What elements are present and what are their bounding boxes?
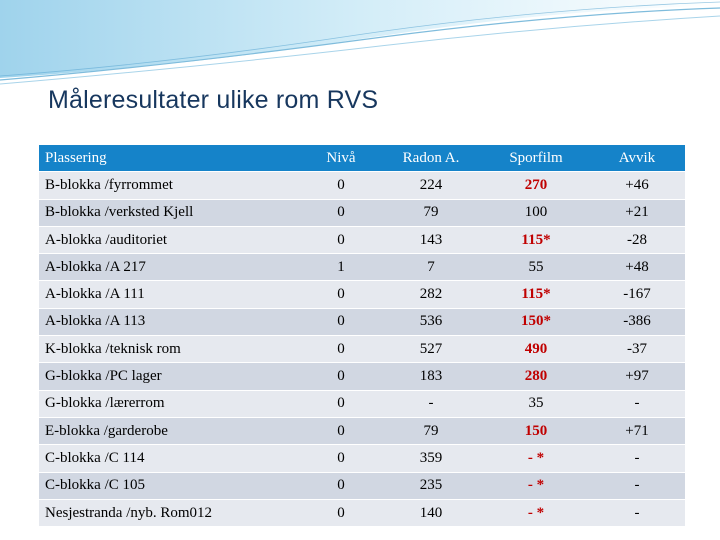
cell-niva: 0 [303, 281, 379, 309]
header-avvik: Avvik [589, 145, 685, 173]
cell-avvik: +21 [589, 199, 685, 227]
table-row: C-blokka /C 114 0 359- * - [39, 445, 685, 473]
table-row: G-blokka /lærerrom 0-35- [39, 390, 685, 418]
cell-sporfilm: 35 [483, 390, 589, 418]
cell-sporfilm: 115* [483, 226, 589, 255]
table-row: B-blokka /fyrrommet 0 224 270 +46 [39, 172, 685, 200]
cell-niva: 0 [303, 499, 379, 528]
cell-radon: 359 [379, 445, 483, 473]
cell-niva: 0 [303, 390, 379, 418]
cell-niva: 0 [303, 172, 379, 200]
table-row: G-blokka /PC lager 0 183 280 +97 [39, 363, 685, 391]
cell-avvik: - [589, 472, 685, 500]
cell-plassering: K-blokka /teknisk rom [39, 336, 303, 364]
table-row: A-blokka /A 217 1 7 55 +48 [39, 254, 685, 282]
cell-niva: 0 [303, 308, 379, 337]
page-title: Måleresultater ulike rom RVS [48, 86, 379, 114]
cell-plassering: A-blokka /A 217 [39, 254, 303, 282]
cell-plassering: Nesjestranda /nyb. Rom012 [39, 499, 303, 528]
cell-avvik: - [589, 390, 685, 418]
cell-sporfilm: - * [483, 445, 589, 473]
table-row: Nesjestranda /nyb. Rom012 0 140- * - [39, 499, 685, 528]
cell-sporfilm: - * [483, 472, 589, 500]
table-row: C-blokka /C 105 0 235- * - [39, 472, 685, 500]
cell-niva: 0 [303, 336, 379, 364]
cell-avvik: - [589, 445, 685, 473]
cell-radon: 140 [379, 499, 483, 528]
cell-avvik: - [589, 499, 685, 528]
cell-avvik: +97 [589, 363, 685, 391]
cell-sporfilm: 150 [483, 417, 589, 446]
cell-niva: 1 [303, 254, 379, 282]
table-row: A-blokka /auditoriet 0 143 115* -28 [39, 226, 685, 255]
cell-niva: 0 [303, 417, 379, 446]
cell-radon: 143 [379, 226, 483, 255]
cell-plassering: G-blokka /lærerrom [39, 390, 303, 418]
cell-radon: 79 [379, 199, 483, 227]
cell-niva: 0 [303, 445, 379, 473]
cell-avvik: +71 [589, 417, 685, 446]
header-niva: Nivå [303, 145, 379, 173]
cell-sporfilm: 115* [483, 281, 589, 309]
cell-plassering: C-blokka /C 114 [39, 445, 303, 473]
cell-radon: 536 [379, 308, 483, 337]
cell-sporfilm: 490 [483, 336, 589, 364]
cell-radon: 183 [379, 363, 483, 391]
table-row: E-blokka /garderobe 0 79 150 +71 [39, 417, 685, 446]
cell-avvik: -167 [589, 281, 685, 309]
table-row: A-blokka /A 113 0 536 150* -386 [39, 308, 685, 337]
cell-plassering: G-blokka /PC lager [39, 363, 303, 391]
cell-niva: 0 [303, 226, 379, 255]
cell-avvik: -28 [589, 226, 685, 255]
header-radon: Radon A. [379, 145, 483, 173]
cell-radon: 79 [379, 417, 483, 446]
cell-niva: 0 [303, 363, 379, 391]
results-table: Plassering Nivå Radon A. Sporfilm Avvik … [39, 145, 685, 528]
cell-sporfilm: 55 [483, 254, 589, 282]
table-row: A-blokka /A 111 0 282 115* -167 [39, 281, 685, 309]
cell-radon: 282 [379, 281, 483, 309]
cell-radon: 7 [379, 254, 483, 282]
cell-avvik: -386 [589, 308, 685, 337]
header-plassering: Plassering [39, 145, 303, 173]
cell-radon: 224 [379, 172, 483, 200]
table-row: K-blokka /teknisk rom 0 527 490 -37 [39, 336, 685, 364]
cell-niva: 0 [303, 472, 379, 500]
cell-sporfilm: 100 [483, 199, 589, 227]
cell-plassering: A-blokka /auditoriet [39, 226, 303, 255]
header-sporfilm: Sporfilm [483, 145, 589, 173]
cell-sporfilm: - * [483, 499, 589, 528]
table-row: B-blokka /verksted Kjell 0 79 100 +21 [39, 199, 685, 227]
cell-plassering: E-blokka /garderobe [39, 417, 303, 446]
cell-radon: 235 [379, 472, 483, 500]
cell-plassering: A-blokka /A 113 [39, 308, 303, 337]
cell-plassering: C-blokka /C 105 [39, 472, 303, 500]
header-wave-banner [0, 0, 720, 85]
cell-radon: - [379, 390, 483, 418]
cell-radon: 527 [379, 336, 483, 364]
cell-avvik: +48 [589, 254, 685, 282]
cell-avvik: -37 [589, 336, 685, 364]
cell-plassering: A-blokka /A 111 [39, 281, 303, 309]
cell-niva: 0 [303, 199, 379, 227]
cell-plassering: B-blokka /fyrrommet [39, 172, 303, 200]
cell-avvik: +46 [589, 172, 685, 200]
cell-sporfilm: 150* [483, 308, 589, 337]
cell-sporfilm: 280 [483, 363, 589, 391]
cell-sporfilm: 270 [483, 172, 589, 200]
table-header-row: Plassering Nivå Radon A. Sporfilm Avvik [39, 145, 685, 173]
cell-plassering: B-blokka /verksted Kjell [39, 199, 303, 227]
